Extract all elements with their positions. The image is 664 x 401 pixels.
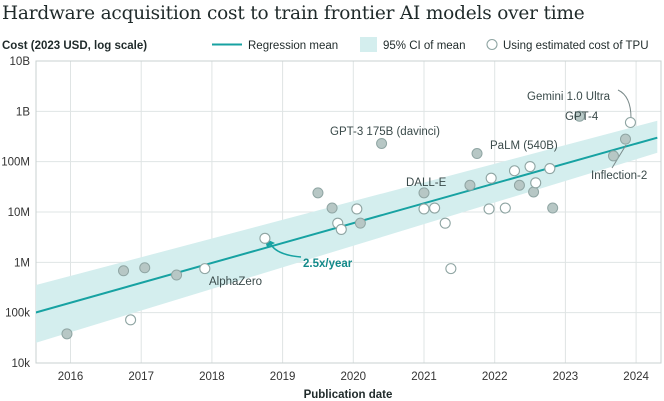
data-point-tpu — [530, 177, 542, 189]
data-point-gpu — [354, 217, 366, 229]
x-tick-label: 2024 — [623, 371, 649, 383]
x-tick-label: 2018 — [199, 371, 225, 383]
data-point-gpu — [376, 137, 388, 149]
y-tick-label: 10B — [10, 56, 31, 68]
chart-title: Hardware acquisition cost to train front… — [2, 3, 585, 24]
data-point-tpu — [544, 162, 556, 175]
data-point-tpu — [418, 203, 430, 215]
data-point-tpu — [508, 165, 521, 177]
annotation-label: DALL-E — [406, 177, 447, 189]
x-tick-label: 2017 — [128, 371, 154, 383]
annotation-label: PaLM (540B) — [490, 140, 558, 152]
data-point-gpu — [61, 328, 73, 340]
data-point-tpu — [483, 203, 495, 215]
data-point-tpu — [259, 232, 271, 244]
y-tick-label: 10M — [8, 207, 30, 219]
data-point-gpu — [312, 187, 324, 199]
data-point-tpu — [624, 116, 636, 129]
inflection-leader-line — [611, 144, 627, 169]
x-tick-label: 2021 — [411, 371, 437, 383]
legend-tpu-label: Using estimated cost of TPU — [503, 40, 649, 52]
x-axis-label: Publication date — [304, 389, 393, 401]
data-point-gpu — [418, 187, 430, 199]
data-point-tpu — [429, 202, 441, 214]
data-point-gpu — [547, 202, 559, 214]
ci-band — [36, 120, 658, 343]
data-point-tpu — [445, 263, 457, 275]
data-point-gpu — [471, 148, 483, 160]
data-point-gpu — [574, 110, 586, 122]
legend-ci-label: 95% CI of mean — [383, 40, 465, 52]
plot-frame — [35, 60, 662, 364]
y-tick-label: 100k — [5, 308, 30, 320]
data-point-tpu — [439, 217, 451, 229]
x-tick-label: 2016 — [58, 371, 84, 383]
data-point-gpu — [139, 262, 151, 274]
gemini-leader-line — [617, 89, 632, 119]
data-point-gpu — [619, 133, 631, 145]
data-point-gpu — [513, 179, 525, 191]
annotation-label: Inflection-2 — [591, 170, 647, 182]
data-point-tpu — [125, 314, 137, 326]
y-tick-label: 10k — [11, 358, 30, 370]
data-point-gpu — [118, 265, 130, 277]
annotation-label: AlphaZero — [209, 276, 262, 288]
annotation-label: GPT-4 — [565, 111, 599, 123]
data-point-tpu — [351, 203, 363, 215]
y-tick-label: 100M — [1, 157, 30, 169]
data-point-tpu — [524, 160, 536, 173]
y-tick-label: 1B — [16, 106, 30, 118]
y-axis-label: Cost (2023 USD, log scale) — [2, 40, 147, 52]
annotation-label: Gemini 1.0 Ultra — [527, 91, 611, 103]
data-point-gpu — [607, 150, 619, 162]
data-point-gpu — [326, 202, 338, 214]
legend-ci-swatch — [360, 37, 377, 52]
x-tick-label: 2023 — [553, 371, 579, 383]
data-point-tpu — [485, 172, 497, 184]
slope-annotation: 2.5x/year — [303, 258, 353, 270]
x-tick-label: 2020 — [341, 371, 367, 383]
x-tick-label: 2019 — [270, 371, 296, 383]
annotation-label: GPT-3 175B (davinci) — [330, 126, 440, 138]
slope-arrow-line — [269, 242, 302, 258]
legend-tpu-swatch — [486, 38, 498, 51]
data-point-tpu — [199, 263, 211, 275]
data-point-gpu — [171, 269, 183, 281]
data-point-tpu — [499, 202, 511, 214]
legend-regression-label: Regression mean — [248, 40, 338, 52]
regression-line — [36, 136, 658, 314]
data-point-tpu — [335, 223, 347, 236]
data-point-gpu — [464, 179, 476, 191]
data-point-gpu — [528, 186, 540, 198]
y-tick-label: 1M — [14, 257, 30, 269]
x-tick-label: 2022 — [482, 371, 508, 383]
